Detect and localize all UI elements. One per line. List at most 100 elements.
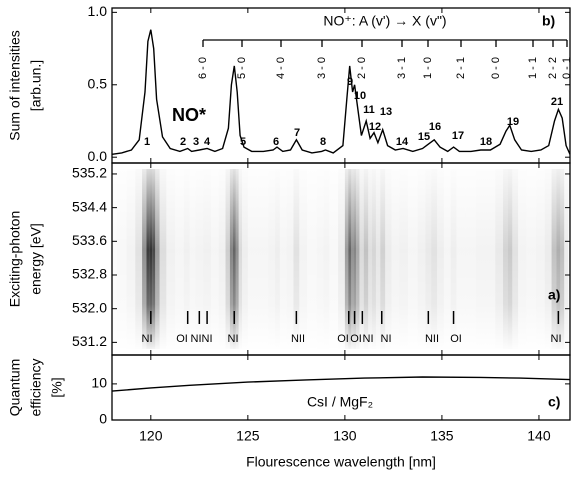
intensity-column [323, 169, 330, 349]
intensity-column [195, 169, 204, 349]
band-label: 0 - 0 [490, 57, 502, 79]
band-label: 2 - 2 [547, 57, 559, 79]
band-label: 1 - 0 [422, 57, 434, 79]
intensity-column [363, 169, 369, 349]
line-label: OI [337, 333, 349, 345]
intensity-column [117, 169, 127, 349]
intensity-column [146, 169, 150, 349]
intensity-column [536, 169, 545, 349]
intensity-column [437, 169, 444, 349]
peak-label: 3 [193, 136, 199, 148]
peak-label: 17 [452, 130, 464, 142]
peak-label: 2 [180, 136, 186, 148]
band-label: 6 - 0 [197, 57, 209, 79]
intensity-column [159, 169, 167, 349]
intensity-column [560, 169, 565, 349]
line-label: NII [291, 333, 305, 345]
y-tick-label: 10 [91, 375, 107, 391]
intensity-column [166, 169, 176, 349]
peak-label: 6 [273, 136, 279, 148]
intensity-column [275, 169, 280, 349]
intensity-column [456, 169, 466, 349]
band-label: 3 - 1 [396, 57, 408, 79]
intensity-column [372, 169, 376, 349]
intensity-column [112, 169, 117, 349]
intensity-column [155, 169, 160, 349]
intensity-column [344, 169, 349, 349]
intensity-column [329, 169, 338, 349]
peak-label: 8 [320, 136, 326, 148]
line-label: NI [551, 333, 562, 345]
intensity-column [152, 169, 156, 349]
intensity-column [307, 169, 317, 349]
peak-label: 5 [240, 136, 246, 148]
y-axis-label: [arb.un.] [28, 60, 44, 111]
intensity-column [564, 169, 569, 349]
peak-label: 12 [369, 121, 381, 133]
annotation: NO* [172, 105, 206, 125]
line-label: NII [425, 333, 439, 345]
x-tick-label: 140 [527, 428, 551, 444]
intensity-column [507, 169, 513, 349]
intensity-column [286, 169, 294, 349]
x-tick-label: 120 [139, 428, 163, 444]
intensity-column [518, 169, 527, 349]
intensity-column [242, 169, 248, 349]
intensity-column [348, 169, 352, 349]
intensity-column [247, 169, 258, 349]
y-tick-label: 1.0 [88, 3, 108, 19]
intensity-column [126, 169, 136, 349]
intensity-column [407, 169, 418, 349]
intensity-column [380, 169, 386, 349]
peak-label: 7 [294, 127, 300, 139]
panel-label: c) [548, 394, 560, 410]
y-axis-label: Exciting-photon [7, 211, 23, 308]
peak-label: 9 [347, 76, 353, 88]
band-label: 1 - 1 [527, 57, 539, 79]
y-tick-label: 533.6 [72, 232, 107, 248]
band-label: 2 - 0 [356, 57, 368, 79]
intensity-column [293, 169, 300, 349]
intensity-column [338, 169, 345, 349]
line-label: OI [176, 333, 188, 345]
line-label: NI [191, 333, 202, 345]
peak-label: 11 [363, 104, 375, 116]
intensity-column [268, 169, 276, 349]
x-axis-label: Flourescence wavelength [nm] [246, 454, 436, 470]
line-label: OI [450, 333, 462, 345]
x-tick-label: 130 [333, 428, 357, 444]
band-label: 5 - 0 [236, 57, 248, 79]
y-axis-label: Quantum [7, 359, 23, 417]
intensity-column [385, 169, 392, 349]
intensity-column [551, 169, 557, 349]
y-tick-label: 532.8 [72, 266, 107, 282]
intensity-column [149, 169, 153, 349]
intensity-column [135, 169, 143, 349]
panel-label: b) [542, 13, 555, 29]
intensity-column [450, 169, 457, 349]
intensity-column [526, 169, 537, 349]
intensity-column [316, 169, 324, 349]
y-tick-label: 0.5 [88, 75, 108, 91]
intensity-column [391, 169, 400, 349]
intensity-column [475, 169, 486, 349]
y-axis-label: efficiency [28, 358, 44, 416]
intensity-column [417, 169, 426, 349]
peak-label: 14 [396, 136, 409, 148]
peak-label: 19 [507, 116, 519, 128]
intensity-column [218, 169, 226, 349]
plot-frame [111, 354, 571, 421]
intensity-column [465, 169, 476, 349]
y-tick-label: 531.2 [72, 333, 107, 349]
peak-label: 10 [354, 90, 366, 102]
y-tick-label: 0 [99, 411, 107, 427]
peak-label: 4 [204, 136, 211, 148]
spectrum-line [111, 376, 571, 392]
intensity-column [225, 169, 230, 349]
intensity-column [544, 169, 552, 349]
y-axis-label: energy [eV] [28, 223, 44, 295]
y-tick-label: 532.0 [72, 299, 107, 315]
intensity-column [375, 169, 381, 349]
